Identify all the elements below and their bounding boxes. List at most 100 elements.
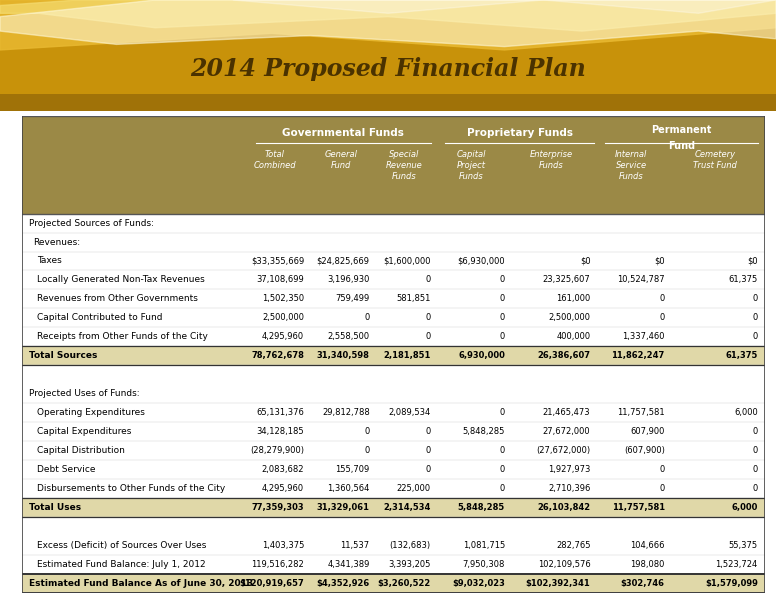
Text: Receipts from Other Funds of the City: Receipts from Other Funds of the City [36,332,207,341]
Text: Projected Uses of Funds:: Projected Uses of Funds: [29,389,140,398]
Bar [22,479,765,498]
Text: 0: 0 [753,446,757,455]
Text: $0: $0 [747,256,757,265]
Text: 0: 0 [425,427,431,436]
Text: 0: 0 [753,465,757,474]
Text: 2,558,500: 2,558,500 [327,332,369,341]
Text: Special
Revenue
Funds: Special Revenue Funds [386,150,422,181]
Text: 55,375: 55,375 [729,541,757,550]
Text: Revenues:: Revenues: [33,238,80,247]
Bar [22,441,765,460]
Text: 0: 0 [753,295,757,304]
Text: $302,746: $302,746 [621,579,665,588]
Text: Excess (Deficit) of Sources Over Uses: Excess (Deficit) of Sources Over Uses [36,541,206,550]
Text: (28,279,900): (28,279,900) [250,446,304,455]
Text: Total
Combined: Total Combined [253,150,296,170]
Text: 26,103,842: 26,103,842 [537,503,591,512]
Text: 4,295,960: 4,295,960 [262,332,304,341]
Text: $1,579,099: $1,579,099 [705,579,757,588]
Text: $9,032,023: $9,032,023 [452,579,505,588]
Text: 0: 0 [753,313,757,322]
Text: 77,359,303: 77,359,303 [251,503,304,512]
Text: 0: 0 [660,313,665,322]
Bar [22,403,765,422]
Text: Disbursements to Other Funds of the City: Disbursements to Other Funds of the City [36,484,225,493]
Bar [22,116,765,214]
Text: 65,131,376: 65,131,376 [256,408,304,417]
Text: 0: 0 [500,332,505,341]
Text: 3,196,930: 3,196,930 [327,275,369,284]
Text: (132,683): (132,683) [390,541,431,550]
Text: 1,081,715: 1,081,715 [462,541,505,550]
Text: 2,083,682: 2,083,682 [262,465,304,474]
Bar [22,555,765,574]
Text: 0: 0 [500,275,505,284]
Text: Internal
Service
Funds: Internal Service Funds [615,150,647,181]
Text: 0: 0 [753,484,757,493]
Text: 0: 0 [500,295,505,304]
Bar [22,271,765,289]
Text: 2,710,396: 2,710,396 [548,484,591,493]
Text: 225,000: 225,000 [397,484,431,493]
Bar [22,536,765,555]
Polygon shape [0,0,776,31]
Text: 11,757,581: 11,757,581 [617,408,665,417]
Text: 2,500,000: 2,500,000 [549,313,591,322]
Text: 0: 0 [660,484,665,493]
Text: 26,386,607: 26,386,607 [538,351,591,360]
Text: Projected Sources of Funds:: Projected Sources of Funds: [29,218,154,227]
Text: 7,950,308: 7,950,308 [462,560,505,569]
Text: Governmental Funds: Governmental Funds [282,128,404,137]
Polygon shape [0,0,776,50]
Bar [22,574,765,593]
Text: Proprietary Funds: Proprietary Funds [467,128,573,137]
Text: Fund: Fund [668,141,695,151]
Text: 29,812,788: 29,812,788 [322,408,369,417]
Text: 104,666: 104,666 [630,541,665,550]
Text: 0: 0 [365,446,369,455]
Text: Total Uses: Total Uses [29,503,81,512]
Text: $6,930,000: $6,930,000 [457,256,505,265]
Text: 61,375: 61,375 [726,351,757,360]
Text: 0: 0 [425,446,431,455]
Text: 0: 0 [425,313,431,322]
Text: Revenues from Other Governments: Revenues from Other Governments [36,295,197,304]
Text: 0: 0 [753,427,757,436]
Text: 1,403,375: 1,403,375 [262,541,304,550]
Text: 0: 0 [753,332,757,341]
Text: 27,672,000: 27,672,000 [542,427,591,436]
Text: 11,537: 11,537 [341,541,369,550]
Text: 6,930,000: 6,930,000 [458,351,505,360]
Text: 0: 0 [660,295,665,304]
Text: Total Sources: Total Sources [29,351,98,360]
Bar [22,365,765,384]
Text: 1,337,460: 1,337,460 [622,332,665,341]
Text: Operating Expenditures: Operating Expenditures [36,408,144,417]
Text: Locally Generated Non-Tax Revenues: Locally Generated Non-Tax Revenues [36,275,204,284]
Text: 400,000: 400,000 [556,332,591,341]
Text: Capital Contributed to Fund: Capital Contributed to Fund [36,313,162,322]
Text: 78,762,678: 78,762,678 [251,351,304,360]
Text: 2,181,851: 2,181,851 [383,351,431,360]
Text: 31,329,061: 31,329,061 [317,503,369,512]
Text: 21,465,473: 21,465,473 [542,408,591,417]
Text: $24,825,669: $24,825,669 [317,256,369,265]
Bar [22,384,765,403]
Bar [22,214,765,233]
Text: Capital Distribution: Capital Distribution [36,446,124,455]
Text: Estimated Fund Balance As of June 30, 2013: Estimated Fund Balance As of June 30, 20… [29,579,253,588]
Text: 0: 0 [500,446,505,455]
Bar [22,233,765,251]
Text: 102,109,576: 102,109,576 [538,560,591,569]
Text: 1,360,564: 1,360,564 [327,484,369,493]
Text: Cemetery
Trust Fund: Cemetery Trust Fund [693,150,737,170]
Text: Capital Expenditures: Capital Expenditures [36,427,131,436]
Text: 1,502,350: 1,502,350 [262,295,304,304]
Bar [22,251,765,271]
Text: 607,900: 607,900 [630,427,665,436]
Text: (27,672,000): (27,672,000) [536,446,591,455]
Text: 0: 0 [365,313,369,322]
Text: 11,757,581: 11,757,581 [611,503,665,512]
Text: 61,375: 61,375 [729,275,757,284]
Text: General
Fund: General Fund [324,150,357,170]
